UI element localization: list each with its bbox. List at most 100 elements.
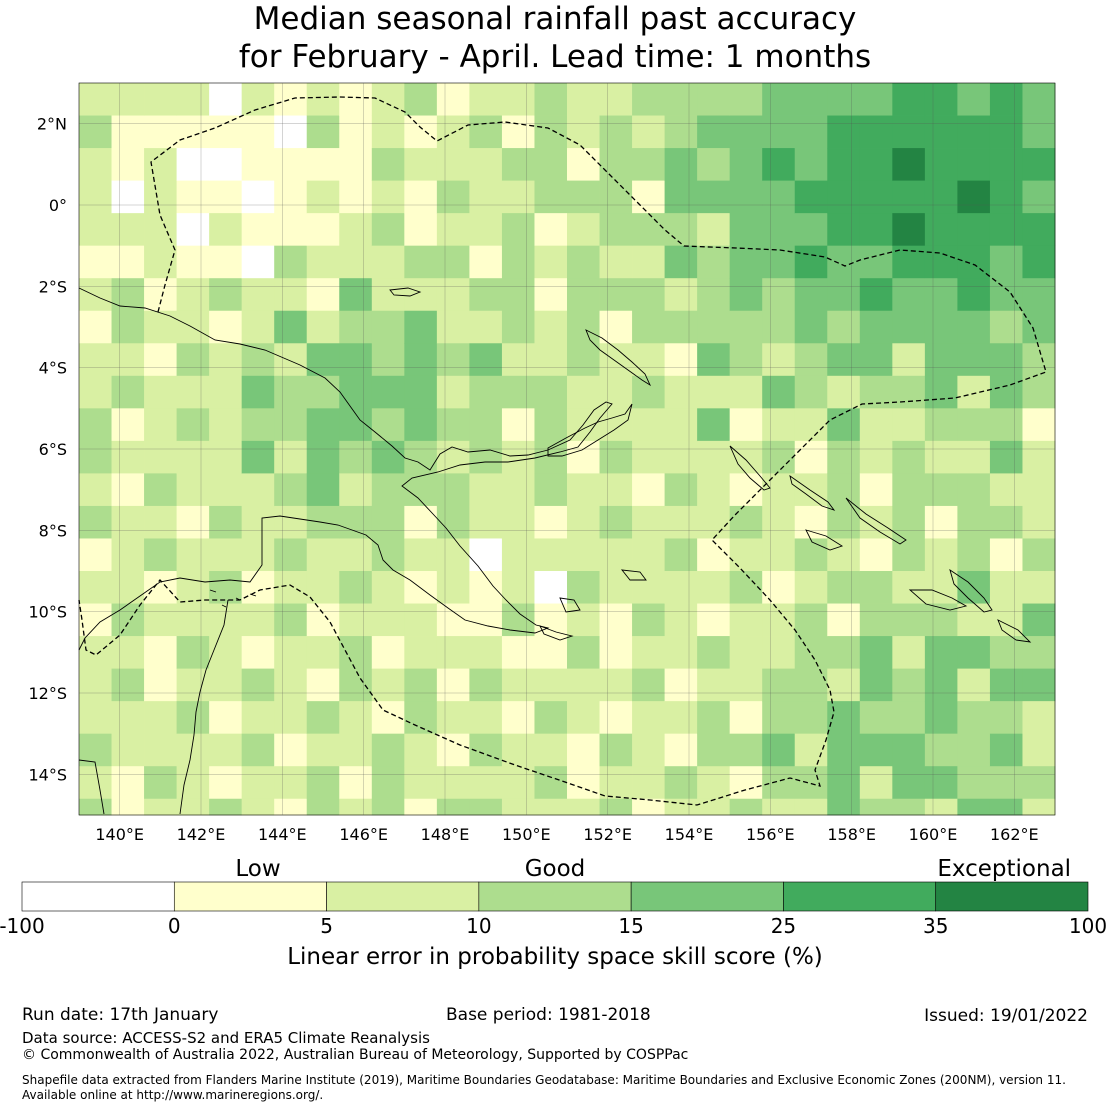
skill-cell bbox=[79, 278, 112, 312]
skill-cell bbox=[501, 766, 535, 800]
skill-cell bbox=[859, 603, 893, 637]
skill-cell bbox=[371, 505, 405, 539]
skill-cell bbox=[632, 278, 665, 312]
skill-cell bbox=[209, 636, 243, 669]
skill-cell bbox=[176, 245, 210, 279]
skill-cell bbox=[827, 148, 861, 181]
skill-cell bbox=[664, 310, 698, 344]
skill-cell bbox=[957, 148, 991, 181]
skill-cell bbox=[827, 245, 861, 279]
skill-cell bbox=[794, 408, 828, 442]
skill-cell bbox=[762, 115, 796, 149]
skill-cell bbox=[209, 408, 243, 442]
skill-cell bbox=[404, 245, 438, 279]
skill-cell bbox=[859, 83, 893, 116]
skill-cell bbox=[729, 408, 763, 442]
skill-cell bbox=[339, 213, 373, 247]
skill-cell bbox=[436, 375, 470, 409]
skill-cell bbox=[404, 408, 438, 442]
skill-cell bbox=[697, 668, 731, 702]
skill-cell bbox=[794, 278, 828, 312]
skill-cell bbox=[957, 310, 991, 344]
skill-cell bbox=[729, 571, 763, 604]
skill-cell bbox=[632, 180, 665, 214]
skill-cell bbox=[144, 701, 177, 735]
skill-cell bbox=[144, 180, 177, 214]
skill-cell bbox=[241, 798, 275, 816]
skill-cell bbox=[794, 571, 828, 604]
skill-cell bbox=[79, 115, 112, 149]
colorbar-category-label: Exceptional bbox=[937, 856, 1071, 882]
skill-cell bbox=[859, 310, 893, 344]
skill-cell bbox=[501, 375, 535, 409]
colorbar-segment bbox=[21, 881, 175, 912]
lon-tick-label: 156°E bbox=[746, 825, 795, 844]
skill-cell bbox=[794, 636, 828, 669]
skill-cell bbox=[274, 701, 308, 735]
skill-cell bbox=[924, 375, 958, 409]
skill-cell bbox=[144, 766, 177, 800]
skill-cell bbox=[632, 505, 665, 539]
skill-cell bbox=[632, 636, 665, 669]
skill-cell bbox=[469, 310, 503, 344]
skill-cell bbox=[79, 668, 112, 702]
new-ireland-coast bbox=[585, 329, 652, 387]
skill-cell bbox=[762, 701, 796, 735]
skill-cell bbox=[859, 766, 893, 800]
skill-cell bbox=[1022, 766, 1056, 800]
skill-cell bbox=[729, 310, 763, 344]
skill-cell bbox=[664, 571, 698, 604]
skill-cell bbox=[827, 798, 861, 816]
skill-cell bbox=[1022, 245, 1056, 279]
skill-cell bbox=[339, 83, 373, 116]
skill-cell bbox=[567, 310, 600, 344]
skill-cell bbox=[111, 571, 145, 604]
skill-cell bbox=[274, 636, 308, 669]
skill-cell bbox=[79, 538, 112, 572]
skill-cell bbox=[176, 766, 210, 800]
skill-cell bbox=[176, 278, 210, 312]
skill-cell bbox=[274, 733, 308, 767]
skill-cell bbox=[241, 473, 275, 507]
skill-cell bbox=[632, 668, 665, 702]
skill-cell bbox=[144, 798, 177, 816]
skill-cell bbox=[111, 538, 145, 572]
skill-cell bbox=[567, 571, 600, 604]
chart-title: Median seasonal rainfall past accuracy f… bbox=[0, 0, 1110, 76]
skill-cell bbox=[664, 603, 698, 637]
skill-cell bbox=[957, 505, 991, 539]
skill-cell bbox=[989, 473, 1023, 507]
skill-cell bbox=[111, 473, 145, 507]
skill-cell bbox=[111, 180, 145, 214]
skill-cell bbox=[697, 310, 731, 344]
skill-cell bbox=[729, 766, 763, 800]
skill-cell bbox=[111, 440, 145, 474]
skill-cell bbox=[79, 245, 112, 279]
skill-cell bbox=[794, 213, 828, 247]
solomon-choiseul-coast bbox=[789, 474, 836, 511]
skill-cell bbox=[371, 375, 405, 409]
skill-cell bbox=[501, 538, 535, 572]
skill-cell bbox=[794, 701, 828, 735]
skill-cell bbox=[436, 343, 470, 377]
skill-cell bbox=[436, 538, 470, 572]
skill-cell bbox=[697, 473, 731, 507]
skill-cell bbox=[924, 473, 958, 507]
skill-cell bbox=[534, 375, 568, 409]
skill-cell bbox=[567, 538, 600, 572]
skill-cell bbox=[339, 505, 373, 539]
skill-cell bbox=[762, 310, 796, 344]
skill-cell bbox=[339, 375, 373, 409]
skill-cell bbox=[762, 375, 796, 409]
colorbar-segment bbox=[478, 881, 632, 912]
colorbar-title: Linear error in probability space skill … bbox=[287, 944, 823, 970]
skill-cell bbox=[892, 343, 926, 377]
skill-cell bbox=[404, 278, 438, 312]
solomon-isabel-coast bbox=[845, 497, 907, 545]
colorbar-segment bbox=[173, 881, 327, 912]
skill-cell bbox=[567, 440, 600, 474]
skill-cell bbox=[404, 701, 438, 735]
skill-cell bbox=[729, 733, 763, 767]
skill-cell bbox=[729, 505, 763, 539]
skill-cell bbox=[762, 571, 796, 604]
